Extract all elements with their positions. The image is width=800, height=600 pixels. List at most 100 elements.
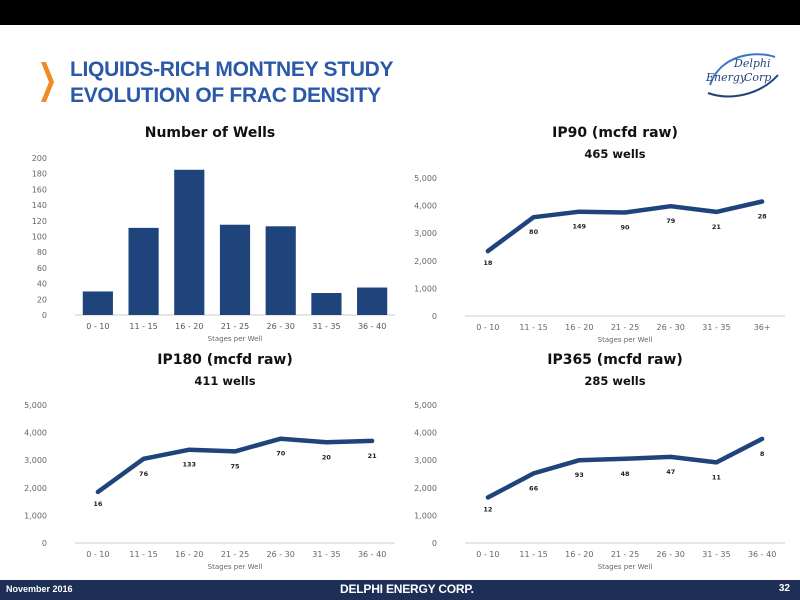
- data-point: [623, 457, 627, 461]
- data-label: 18: [483, 259, 493, 267]
- chart-title: IP90 (mcfd raw): [552, 125, 678, 141]
- data-label: 28: [758, 212, 768, 220]
- logo-text-corp: Corp.: [744, 71, 775, 84]
- y-tick-label: 80: [37, 248, 47, 257]
- data-point: [233, 449, 237, 453]
- x-tick-label: 16 - 20: [175, 322, 203, 331]
- y-tick-label: 5,000: [414, 401, 437, 410]
- y-tick-label: 4,000: [414, 202, 437, 211]
- data-point: [486, 495, 490, 499]
- data-point: [623, 211, 627, 214]
- y-tick-label: 200: [32, 154, 47, 163]
- x-tick-label: 31 - 35: [312, 322, 340, 331]
- y-tick-label: 100: [32, 233, 47, 242]
- x-tick-label: 31 - 35: [702, 550, 730, 559]
- x-tick-label: 16 - 20: [175, 550, 203, 559]
- bar: [265, 226, 296, 315]
- data-point: [486, 249, 490, 253]
- page-number: 32: [778, 583, 790, 594]
- y-tick-label: 2,000: [24, 484, 47, 493]
- chevron-right-icon: [41, 62, 54, 102]
- y-tick-label: 0: [432, 539, 437, 548]
- x-tick-label: 0 - 10: [86, 322, 109, 331]
- delphi-logo: Delphi Energy Corp.: [705, 53, 779, 98]
- y-tick-label: 0: [42, 311, 47, 320]
- data-label: 21: [712, 223, 722, 231]
- chart-number-of-wells: Number of Wells 0 20 40 60 80 100 120 140 160 180 2…: [32, 125, 395, 343]
- x-axis-label: Stages per Well: [598, 336, 653, 344]
- logo-text-energy: Energy: [705, 71, 747, 84]
- y-tick-label: 0: [42, 539, 47, 548]
- data-point: [669, 204, 673, 208]
- x-tick-label: 36 - 40: [358, 322, 386, 331]
- chart-title: IP365 (mcfd raw): [547, 352, 683, 368]
- title-line-1: LIQUIDS-RICH MONTNEY STUDY: [70, 58, 394, 81]
- data-point: [142, 457, 146, 461]
- x-tick-label: 11 - 15: [519, 550, 547, 559]
- chart-subtitle: 285 wells: [584, 374, 645, 388]
- x-tick-label: 31 - 35: [312, 550, 340, 559]
- y-tick-label: 20: [37, 295, 47, 304]
- x-tick-label: 0 - 10: [476, 550, 499, 559]
- y-tick-label: 1,000: [414, 511, 437, 520]
- data-label: 70: [276, 450, 286, 458]
- data-label: 47: [666, 468, 675, 476]
- y-tick-label: 5,000: [414, 174, 437, 183]
- footer-date: November 2016: [6, 584, 73, 594]
- x-tick-label: 0 - 10: [476, 323, 499, 332]
- data-label: 21: [368, 452, 378, 460]
- x-tick-label: 26 - 30: [657, 550, 685, 559]
- y-tick-label: 60: [37, 264, 47, 273]
- data-label: 16: [93, 500, 103, 508]
- x-tick-label: 36 - 40: [748, 550, 776, 559]
- bar: [219, 224, 251, 315]
- y-tick-label: 3,000: [24, 456, 47, 465]
- x-tick-label: 21 - 25: [221, 550, 249, 559]
- y-tick-label: 3,000: [414, 456, 437, 465]
- x-tick-label: 31 - 35: [702, 323, 730, 332]
- data-point: [714, 460, 718, 464]
- data-label: 80: [529, 228, 539, 236]
- data-label: 20: [322, 453, 332, 461]
- chart-title: IP180 (mcfd raw): [157, 352, 293, 368]
- data-label: 90: [620, 224, 630, 232]
- chart-subtitle: 465 wells: [584, 147, 645, 161]
- y-tick-label: 5,000: [24, 401, 47, 410]
- y-tick-label: 140: [32, 201, 47, 210]
- y-tick-label: 180: [32, 170, 47, 179]
- page-title: LIQUIDS-RICH MONTNEY STUDY EVOLUTION OF …: [70, 57, 393, 109]
- data-label: 11: [712, 473, 722, 481]
- x-axis-label: Stages per Well: [598, 563, 653, 571]
- bar: [311, 293, 342, 315]
- bar: [174, 169, 205, 315]
- bar: [128, 227, 159, 315]
- data-label: 75: [230, 462, 240, 470]
- data-label: 79: [666, 217, 676, 225]
- x-tick-label: 16 - 20: [565, 323, 593, 332]
- data-label: 8: [760, 450, 765, 458]
- bar: [82, 291, 113, 315]
- data-point: [370, 439, 374, 443]
- x-tick-label: 36 - 40: [358, 550, 386, 559]
- y-tick-label: 2,000: [414, 257, 437, 266]
- data-point: [669, 455, 673, 459]
- data-point: [714, 210, 718, 214]
- y-tick-label: 0: [432, 312, 437, 321]
- title-line-2: EVOLUTION OF FRAC DENSITY: [70, 84, 382, 107]
- x-tick-label: 21 - 25: [611, 550, 639, 559]
- data-point: [760, 199, 764, 203]
- x-tick-label: 36+: [754, 323, 771, 332]
- x-tick-label: 11 - 15: [129, 322, 157, 331]
- x-axis-label: Stages per Well: [208, 563, 263, 571]
- data-label: 93: [575, 471, 584, 479]
- y-tick-label: 2,000: [414, 484, 437, 493]
- data-point: [279, 437, 283, 441]
- data-point: [532, 215, 536, 219]
- data-point: [760, 437, 764, 441]
- y-tick-label: 3,000: [414, 229, 437, 238]
- y-tick-label: 120: [32, 217, 47, 226]
- x-tick-label: 21 - 25: [221, 322, 249, 331]
- y-tick-label: 160: [32, 185, 47, 194]
- x-tick-label: 21 - 25: [611, 323, 639, 332]
- x-tick-label: 26 - 30: [657, 323, 685, 332]
